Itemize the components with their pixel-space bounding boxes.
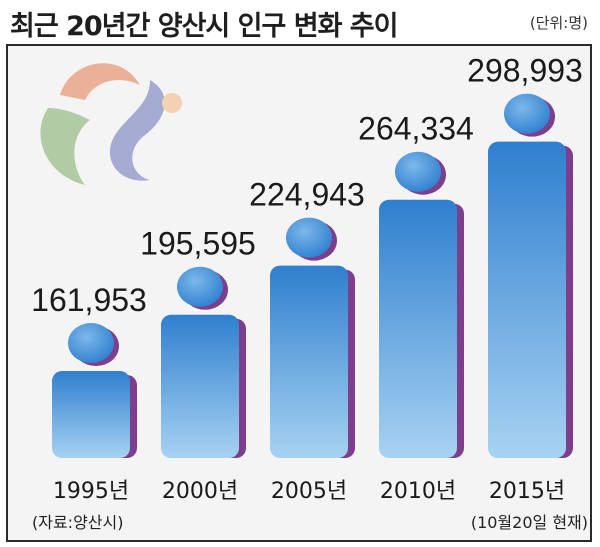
category-label: 1995년 — [53, 479, 129, 504]
value-label: 264,334 — [358, 111, 474, 147]
bar-head — [395, 151, 441, 192]
bar — [161, 314, 239, 458]
bar — [488, 141, 566, 458]
category-label: 2005년 — [271, 479, 347, 504]
date-note: (10월20일 현재) — [470, 513, 588, 532]
value-label: 161,953 — [31, 282, 147, 318]
value-label: 195,595 — [140, 226, 256, 262]
bar — [52, 371, 130, 458]
bar-head — [177, 266, 223, 307]
bar-head — [504, 93, 550, 134]
bar-head — [286, 217, 332, 258]
category-label: 2010년 — [380, 479, 456, 504]
chart-title: 최근 20년간 양산시 인구 변화 추이 — [10, 11, 398, 42]
value-label: 224,943 — [249, 177, 365, 213]
bar-series: 161,953 1995년 195,595 2000년 224,943 2005년 264,… — [31, 53, 583, 504]
category-label: 2000년 — [162, 479, 238, 504]
value-label: 298,993 — [467, 53, 583, 89]
category-label: 2015년 — [489, 479, 565, 504]
bar-head — [68, 323, 114, 364]
bar — [379, 199, 457, 459]
logo-icon — [40, 63, 182, 185]
source-note: (자료:양산시) — [32, 513, 124, 532]
bar — [270, 265, 348, 458]
unit-label: (단위:명) — [529, 14, 588, 32]
